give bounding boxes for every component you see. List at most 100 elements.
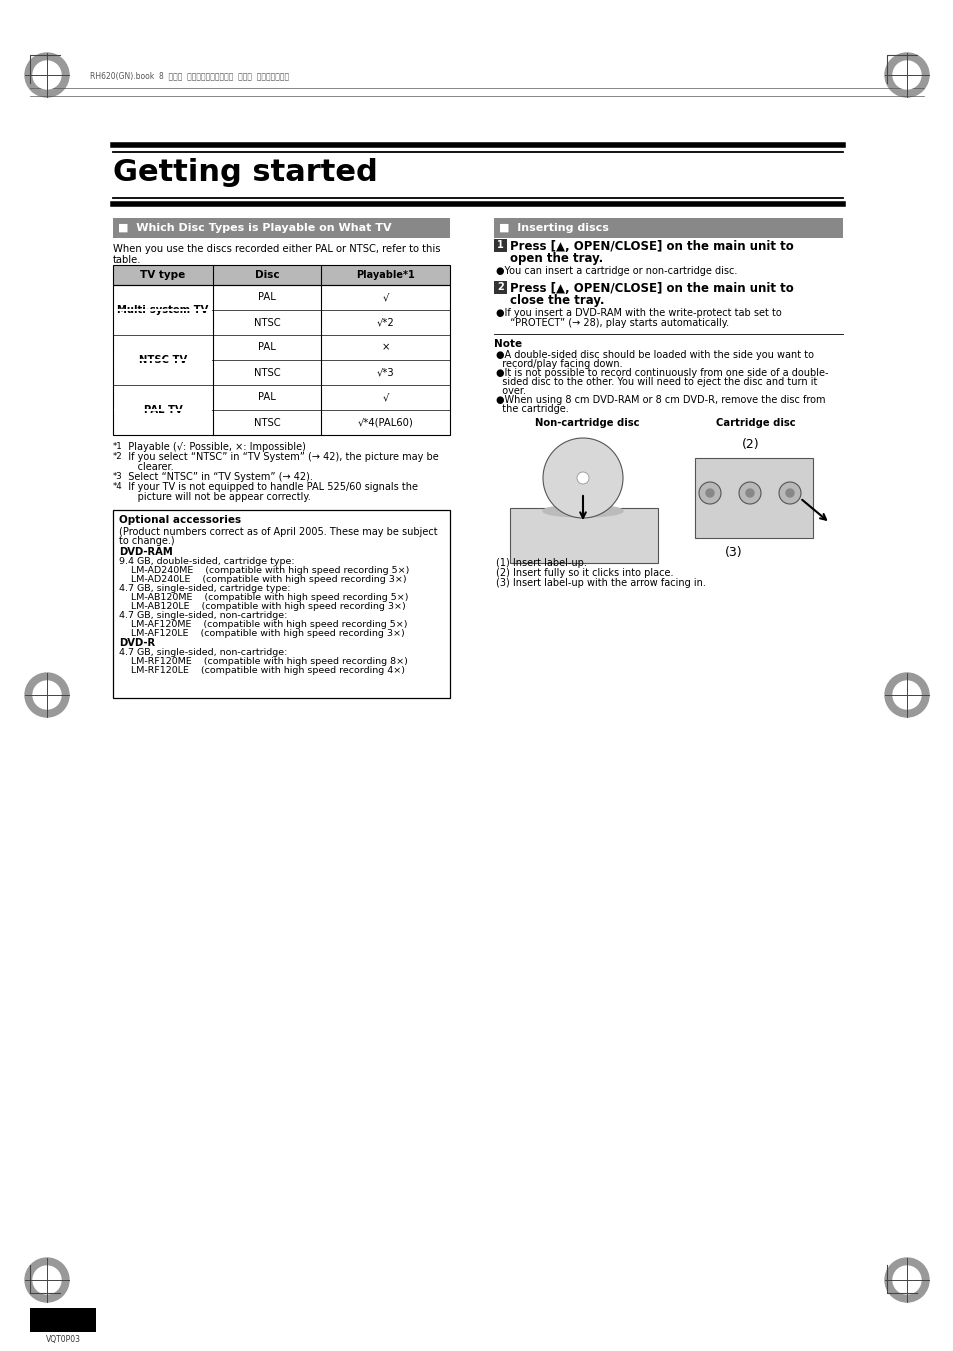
Text: 4.7 GB, single-sided, non-cartridge:: 4.7 GB, single-sided, non-cartridge:	[119, 611, 287, 620]
Text: *1: *1	[112, 442, 123, 451]
Text: If you select “NTSC” in “TV System” (→ 42), the picture may be: If you select “NTSC” in “TV System” (→ 4…	[122, 453, 438, 462]
Circle shape	[892, 681, 920, 709]
Text: to change.): to change.)	[119, 536, 174, 546]
Text: ●A double-sided disc should be loaded with the side you want to: ●A double-sided disc should be loaded wi…	[496, 350, 813, 359]
Bar	[494, 218, 842, 238]
Text: ■  Which Disc Types is Playable on What TV: ■ Which Disc Types is Playable on What T…	[118, 223, 392, 232]
Text: 9.4 GB, double-sided, cartridge type:: 9.4 GB, double-sided, cartridge type:	[119, 557, 294, 566]
Bar	[112, 218, 450, 238]
Text: (1) Insert label-up.: (1) Insert label-up.	[496, 558, 586, 567]
Circle shape	[745, 489, 753, 497]
Text: LM-AD240ME    (compatible with high speed recording 5×): LM-AD240ME (compatible with high speed r…	[119, 566, 409, 576]
Text: “PROTECT” (→ 28), play starts automatically.: “PROTECT” (→ 28), play starts automatica…	[503, 317, 728, 328]
Bar	[695, 458, 812, 538]
Text: sided disc to the other. You will need to eject the disc and turn it: sided disc to the other. You will need t…	[496, 377, 817, 386]
Text: (1): (1)	[590, 449, 608, 461]
Text: PAL TV: PAL TV	[144, 405, 182, 415]
Text: NTSC: NTSC	[253, 417, 280, 427]
Text: (Product numbers correct as of April 2005. These may be subject: (Product numbers correct as of April 200…	[119, 527, 437, 536]
Text: LM-AF120LE    (compatible with high speed recording 3×): LM-AF120LE (compatible with high speed r…	[119, 630, 404, 638]
Bar	[494, 239, 506, 253]
Circle shape	[25, 1258, 69, 1302]
Text: over.: over.	[496, 386, 525, 396]
Text: ■  Inserting discs: ■ Inserting discs	[498, 223, 608, 232]
Circle shape	[705, 489, 713, 497]
Text: 1: 1	[497, 240, 503, 250]
Circle shape	[33, 61, 61, 89]
Text: √*2: √*2	[376, 317, 394, 327]
Bar	[510, 508, 658, 563]
Text: picture will not be appear correctly.: picture will not be appear correctly.	[122, 492, 311, 503]
Text: DVD-R: DVD-R	[119, 638, 155, 648]
Text: the cartridge.: the cartridge.	[496, 404, 568, 413]
Text: 4.7 GB, single-sided, non-cartridge:: 4.7 GB, single-sided, non-cartridge:	[119, 648, 287, 657]
Circle shape	[785, 489, 793, 497]
Text: 8: 8	[57, 1313, 69, 1331]
Circle shape	[699, 482, 720, 504]
Text: (2): (2)	[741, 438, 759, 451]
Circle shape	[33, 1266, 61, 1294]
Text: LM-AF120ME    (compatible with high speed recording 5×): LM-AF120ME (compatible with high speed r…	[119, 620, 407, 630]
Text: LM-AB120ME    (compatible with high speed recording 5×): LM-AB120ME (compatible with high speed r…	[119, 593, 408, 603]
Text: Multi-system TV: Multi-system TV	[117, 305, 209, 315]
Text: Getting started: Getting started	[112, 158, 377, 186]
Text: √*4(PAL60): √*4(PAL60)	[357, 417, 413, 427]
Text: *2: *2	[112, 453, 123, 461]
Text: ●You can insert a cartridge or non-cartridge disc.: ●You can insert a cartridge or non-cartr…	[496, 266, 737, 276]
Circle shape	[25, 673, 69, 717]
Text: 4.7 GB, single-sided, cartridge type:: 4.7 GB, single-sided, cartridge type:	[119, 584, 291, 593]
Text: Optional accessories: Optional accessories	[119, 515, 241, 526]
Text: (2) Insert fully so it clicks into place.: (2) Insert fully so it clicks into place…	[496, 567, 673, 578]
Bar	[112, 285, 450, 435]
Circle shape	[779, 482, 801, 504]
Text: NTSC: NTSC	[253, 317, 280, 327]
Text: clearer.: clearer.	[122, 462, 173, 471]
Ellipse shape	[542, 505, 622, 517]
Text: Playable*1: Playable*1	[355, 270, 415, 280]
Text: Press [▲, OPEN/CLOSE] on the main unit to: Press [▲, OPEN/CLOSE] on the main unit t…	[510, 282, 793, 295]
Text: VQT0P03: VQT0P03	[46, 1335, 80, 1344]
Text: Playable (√: Possible, ×: Impossible): Playable (√: Possible, ×: Impossible)	[122, 442, 306, 453]
Text: Disc: Disc	[254, 270, 279, 280]
Text: Non-cartridge disc: Non-cartridge disc	[535, 417, 639, 428]
Circle shape	[884, 1258, 928, 1302]
Text: Press [▲, OPEN/CLOSE] on the main unit to: Press [▲, OPEN/CLOSE] on the main unit t…	[510, 240, 793, 253]
Text: NTSC: NTSC	[253, 367, 280, 377]
Circle shape	[884, 673, 928, 717]
Text: 2: 2	[497, 282, 503, 293]
Text: When you use the discs recorded either PAL or NTSC, refer to this: When you use the discs recorded either P…	[112, 245, 440, 254]
Text: close the tray.: close the tray.	[510, 295, 604, 307]
Bar	[112, 265, 450, 285]
Circle shape	[542, 438, 622, 517]
Text: LM-RF120ME    (compatible with high speed recording 8×): LM-RF120ME (compatible with high speed r…	[119, 657, 408, 666]
Text: PAL: PAL	[258, 393, 275, 403]
Text: PAL: PAL	[258, 293, 275, 303]
Text: (3) Insert label-up with the arrow facing in.: (3) Insert label-up with the arrow facin…	[496, 578, 705, 588]
Circle shape	[892, 61, 920, 89]
Text: Cartridge disc: Cartridge disc	[716, 417, 795, 428]
Circle shape	[892, 1266, 920, 1294]
Text: *4: *4	[112, 482, 123, 490]
Circle shape	[33, 681, 61, 709]
Text: LM-RF120LE    (compatible with high speed recording 4×): LM-RF120LE (compatible with high speed r…	[119, 666, 405, 676]
Text: ●When using 8 cm DVD-RAM or 8 cm DVD-R, remove the disc from: ●When using 8 cm DVD-RAM or 8 cm DVD-R, …	[496, 394, 824, 405]
Text: record/play facing down.: record/play facing down.	[496, 359, 622, 369]
Bar	[112, 509, 450, 698]
Text: √: √	[382, 393, 388, 403]
Text: ×: ×	[381, 343, 389, 353]
Text: Select “NTSC” in “TV System” (→ 42).: Select “NTSC” in “TV System” (→ 42).	[122, 471, 313, 482]
Text: NTSC TV: NTSC TV	[139, 355, 187, 365]
Text: If your TV is not equipped to handle PAL 525/60 signals the: If your TV is not equipped to handle PAL…	[122, 482, 417, 492]
Circle shape	[739, 482, 760, 504]
Text: *3: *3	[112, 471, 123, 481]
Text: (3): (3)	[724, 546, 741, 559]
Bar	[494, 281, 506, 295]
Text: LM-AB120LE    (compatible with high speed recording 3×): LM-AB120LE (compatible with high speed r…	[119, 603, 405, 611]
Circle shape	[25, 53, 69, 97]
Text: √*3: √*3	[376, 367, 394, 377]
Text: √: √	[382, 293, 388, 303]
Text: RH620(GN).book  8  ページ  ２００５年５月２５日  水曜日  午後１２時２分: RH620(GN).book 8 ページ ２００５年５月２５日 水曜日 午後１２…	[90, 72, 289, 80]
Bar	[30, 1308, 96, 1332]
Text: TV type: TV type	[140, 270, 186, 280]
Circle shape	[577, 471, 588, 484]
